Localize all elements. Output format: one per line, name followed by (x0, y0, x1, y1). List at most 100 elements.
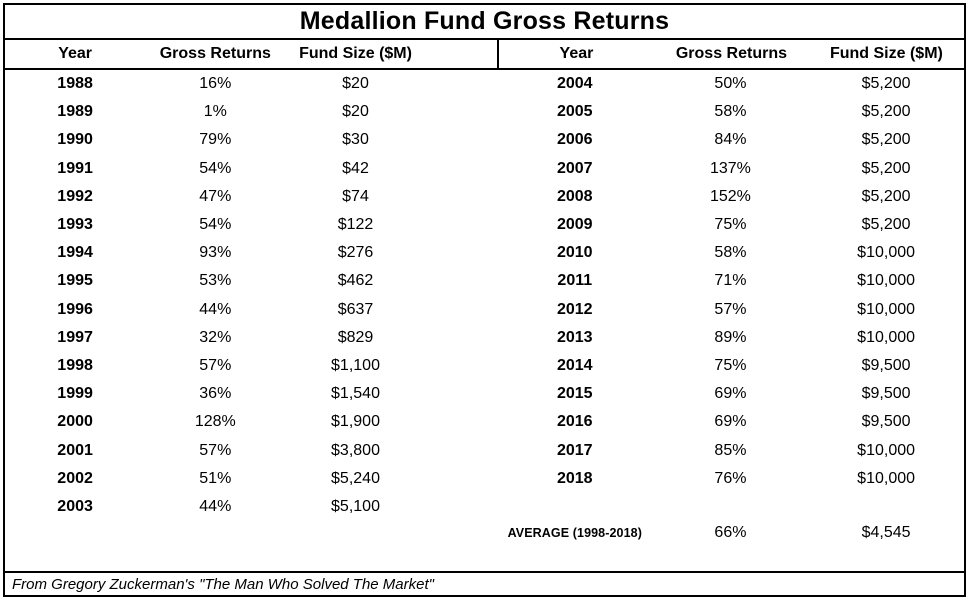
year-cell: 2003 (57, 497, 93, 515)
table-row: 1998 57% $1,100 (5, 352, 497, 380)
table-row: 2013 89% $10,000 (497, 324, 964, 352)
gross-returns-cell: 58% (714, 103, 747, 121)
fund-size-cell: $10,000 (857, 272, 916, 290)
fund-size-cell: $5,200 (861, 103, 911, 121)
gross-returns-cell: 36% (199, 385, 232, 403)
gross-returns-cell: 89% (714, 328, 747, 346)
table-row: 2011 71% $10,000 (497, 267, 964, 295)
fund-size-cell: $5,200 (861, 159, 911, 177)
table-row: 1999 36% $1,540 (5, 380, 497, 408)
table-row: 2004 50% $5,200 (497, 70, 964, 98)
column-header-fund-size-left: Fund Size ($M) (299, 45, 412, 62)
gross-returns-cell: 84% (714, 131, 747, 149)
gross-returns-cell: 44% (199, 300, 232, 318)
gross-returns-cell: 69% (714, 385, 747, 403)
fund-size-cell: $20 (342, 103, 369, 121)
table-row: 2008 152% $5,200 (497, 183, 964, 211)
fund-size-cell: $462 (337, 272, 374, 290)
table-row: 1995 53% $462 (5, 267, 497, 295)
fund-size-cell: $10,000 (857, 469, 916, 487)
gross-returns-cell: 57% (714, 300, 747, 318)
table-row: 1994 93% $276 (5, 239, 497, 267)
fund-size-cell: $10,000 (857, 328, 916, 346)
header-left-half: Year Gross Returns Fund Size ($M) (5, 40, 497, 68)
year-cell: 1994 (57, 244, 93, 262)
table-row: 2016 69% $9,500 (497, 408, 964, 436)
gross-returns-cell: 44% (199, 497, 232, 515)
fund-size-cell: $122 (337, 216, 374, 234)
year-cell: 2001 (57, 441, 93, 459)
year-cell: 2008 (556, 187, 593, 205)
gross-returns-cell: 71% (714, 272, 747, 290)
year-cell: 2004 (556, 75, 593, 93)
column-header-year-left: Year (58, 45, 92, 62)
table-row: 1996 44% $637 (5, 296, 497, 324)
table-title-bar: Medallion Fund Gross Returns (5, 5, 964, 40)
average-gross-returns: 66% (714, 523, 747, 541)
gross-returns-cell: 50% (714, 75, 747, 93)
year-cell: 2014 (556, 356, 593, 374)
average-label: AVERAGE (1998-2018) (507, 525, 642, 540)
fund-size-cell: $1,540 (331, 385, 380, 403)
year-cell: 1992 (57, 187, 93, 205)
year-cell: 2002 (57, 469, 93, 487)
year-cell: 1999 (57, 385, 93, 403)
fund-size-cell: $5,240 (331, 469, 380, 487)
table-row: 1991 54% $42 (5, 155, 497, 183)
returns-table: Medallion Fund Gross Returns Year Gross … (3, 3, 966, 597)
gross-returns-cell: 128% (194, 413, 236, 431)
fund-size-cell: $74 (342, 187, 369, 205)
fund-size-cell: $5,200 (861, 75, 911, 93)
table-body: 1988 16% $20 1989 1% $20 1990 79% $30 19… (5, 70, 964, 547)
gross-returns-cell: 57% (199, 356, 232, 374)
gross-returns-cell: 54% (199, 216, 232, 234)
gross-returns-cell: 69% (714, 413, 747, 431)
gross-returns-cell: 54% (199, 159, 232, 177)
gross-returns-cell: 137% (709, 159, 751, 177)
gross-returns-cell: 16% (199, 75, 232, 93)
fund-size-cell: $829 (337, 328, 374, 346)
table-row: 2005 58% $5,200 (497, 98, 964, 126)
year-cell: 2005 (556, 103, 593, 121)
year-cell: 1990 (57, 131, 93, 149)
year-cell: 2018 (556, 469, 593, 487)
year-cell: 2000 (57, 413, 93, 431)
year-cell: 1995 (57, 272, 93, 290)
year-cell: 2011 (557, 272, 593, 290)
year-cell: 2009 (556, 216, 593, 234)
year-cell: 2010 (556, 244, 593, 262)
gross-returns-cell: 152% (709, 187, 751, 205)
fund-size-cell: $637 (337, 300, 374, 318)
gross-returns-cell: 75% (714, 356, 747, 374)
header-right-half: Year Gross Returns Fund Size ($M) (496, 40, 964, 68)
table-row: 2009 75% $5,200 (497, 211, 964, 239)
table-row: 2017 85% $10,000 (497, 436, 964, 464)
fund-size-cell: $10,000 (857, 441, 916, 459)
fund-size-cell: $9,500 (861, 385, 911, 403)
gross-returns-cell: 58% (714, 244, 747, 262)
table-row: 1997 32% $829 (5, 324, 497, 352)
table-row: 1992 47% $74 (5, 183, 497, 211)
year-cell: 1993 (57, 216, 93, 234)
fund-size-cell: $20 (342, 75, 369, 93)
year-cell: 1998 (57, 356, 93, 374)
fund-size-cell: $1,100 (331, 356, 380, 374)
table-row: 2003 44% $5,100 (5, 493, 497, 521)
right-table-rows: 2004 50% $5,200 2005 58% $5,200 2006 84%… (497, 70, 964, 547)
fund-size-cell: $5,100 (331, 497, 380, 515)
fund-size-cell: $5,200 (861, 187, 911, 205)
average-row: AVERAGE (1998-2018) 66% $4,545 (497, 519, 964, 547)
gross-returns-cell: 79% (199, 131, 232, 149)
fund-size-cell: $30 (342, 131, 369, 149)
table-row: 2007 137% $5,200 (497, 155, 964, 183)
fund-size-cell: $42 (342, 159, 369, 177)
table-row: 2018 76% $10,000 (497, 465, 964, 493)
fund-size-cell: $5,200 (861, 216, 911, 234)
left-table-rows: 1988 16% $20 1989 1% $20 1990 79% $30 19… (5, 70, 497, 521)
year-cell: 1991 (57, 159, 93, 177)
table-row: 2012 57% $10,000 (497, 296, 964, 324)
gross-returns-cell: 76% (714, 469, 747, 487)
table-row: 1988 16% $20 (5, 70, 497, 98)
year-cell: 2013 (556, 328, 593, 346)
year-cell: 1996 (57, 300, 93, 318)
